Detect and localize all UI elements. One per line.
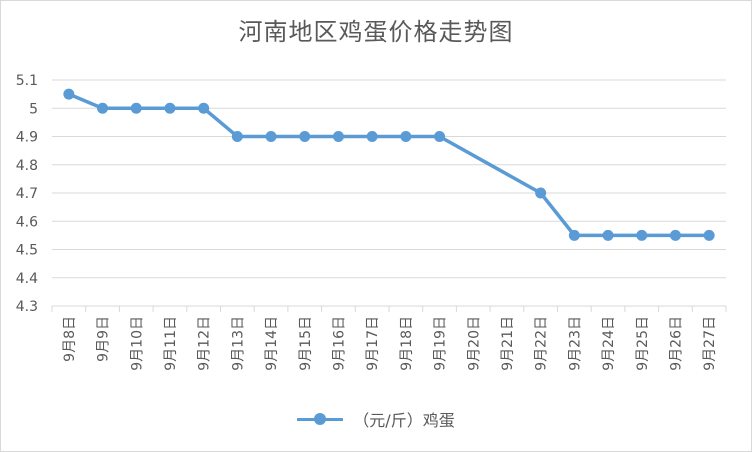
y-tick-label: 4.8 [16, 158, 38, 174]
x-tick-label: 9月11日 [163, 316, 179, 371]
x-tick-label: 9月26日 [668, 316, 684, 371]
data-point [231, 131, 243, 142]
x-tick-label: 9月21日 [500, 316, 516, 371]
y-tick-label: 4.3 [16, 299, 38, 315]
data-point [602, 229, 614, 241]
legend-line-marker-icon [297, 411, 344, 427]
data-point [63, 88, 75, 100]
series-line [67, 92, 711, 238]
data-point [265, 131, 277, 142]
y-tick-label: 4.4 [16, 271, 38, 287]
data-point [332, 131, 344, 142]
x-tick-label: 9月17日 [365, 316, 381, 371]
x-tick-label: 9月16日 [331, 316, 347, 371]
x-tick-label: 9月9日 [96, 316, 112, 362]
y-tick-label: 5.1 [16, 73, 38, 89]
x-tick-label: 9月23日 [567, 316, 583, 371]
data-point [366, 131, 378, 142]
x-tick-label: 9月27日 [702, 316, 718, 371]
legend-label: （元/斤）鸡蛋 [353, 411, 455, 430]
data-point [164, 102, 176, 114]
data-point [568, 229, 580, 241]
data-point [299, 131, 311, 142]
x-tick-label: 9月14日 [264, 316, 280, 371]
x-tick-label: 9月24日 [601, 316, 617, 371]
data-point [434, 131, 446, 142]
x-tick-label: 9月18日 [399, 316, 415, 371]
chart-title: 河南地区鸡蛋价格走势图 [238, 18, 514, 46]
y-tick-label: 4.9 [16, 130, 38, 146]
data-point [703, 229, 715, 241]
x-tick-label: 9月25日 [635, 316, 651, 371]
x-tick-label: 9月8日 [62, 316, 78, 362]
legend: （元/斤）鸡蛋 [0, 407, 752, 431]
x-tick-label: 9月12日 [197, 316, 213, 371]
x-tick-label: 9月10日 [129, 316, 145, 371]
data-point [130, 102, 142, 114]
x-tick-label: 9月19日 [433, 316, 449, 371]
x-tick-label: 9月20日 [466, 316, 482, 371]
x-tick-label: 9月22日 [534, 316, 550, 371]
data-point [97, 102, 109, 114]
data-point [535, 187, 547, 199]
data-point [669, 229, 681, 241]
data-point [636, 229, 648, 241]
x-tick-label: 9月13日 [230, 316, 246, 371]
y-tick-label: 4.6 [16, 214, 38, 230]
data-point [198, 102, 210, 114]
y-tick-label: 5 [29, 101, 38, 117]
y-tick-label: 4.5 [16, 243, 38, 259]
y-tick-label: 4.7 [16, 186, 38, 202]
x-tick-label: 9月15日 [298, 316, 314, 371]
data-point [400, 131, 412, 142]
